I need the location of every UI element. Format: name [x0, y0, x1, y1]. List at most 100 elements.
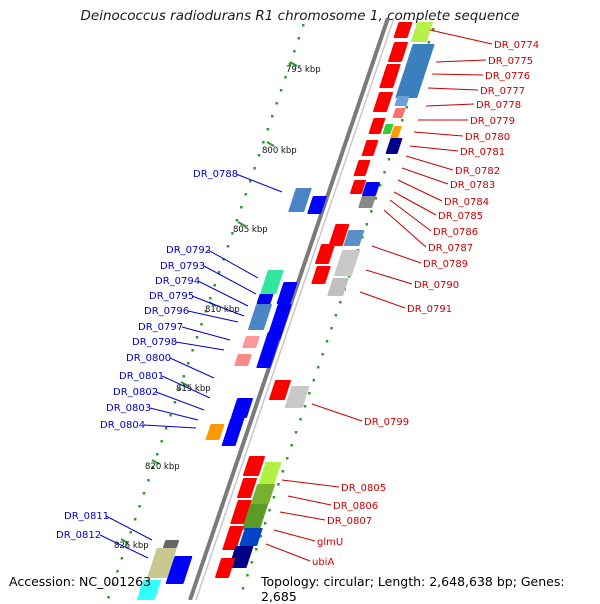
tick-outer: [138, 505, 141, 508]
gene-label-DR_0794[interactable]: DR_0794: [155, 276, 200, 287]
gene-label-DR_0800[interactable]: DR_0800: [126, 353, 171, 364]
gene-label-DR_0780[interactable]: DR_0780: [465, 132, 510, 143]
gene-DR_0793: [276, 282, 298, 304]
gene-DR_0807a: [230, 500, 252, 524]
tick-inner: [294, 431, 298, 434]
gene-label-DR_0795[interactable]: DR_0795: [149, 291, 194, 302]
gene-label-DR_0791[interactable]: DR_0791: [407, 304, 452, 315]
connector-right: [409, 145, 459, 152]
gene-DR_0780: [394, 96, 410, 106]
gene-label-DR_0774[interactable]: DR_0774: [494, 40, 539, 51]
gene-label-DR_0805[interactable]: DR_0805: [341, 483, 386, 494]
kbp-label-820: 820 kbp: [145, 462, 180, 472]
tick-inner: [299, 418, 302, 421]
tick-outer: [275, 102, 278, 105]
gene-label-DR_0798[interactable]: DR_0798: [132, 337, 177, 348]
gene-DR_0799: [269, 380, 291, 400]
connector-left: [105, 515, 153, 541]
gene-DR_0812: [147, 548, 177, 578]
tick-inner: [401, 119, 404, 122]
gene-label-DR_0793[interactable]: DR_0793: [160, 261, 205, 272]
tick-outer: [293, 50, 296, 53]
connector-left: [181, 326, 231, 341]
kbp-tick: [266, 141, 275, 147]
gene-label-DR_0781[interactable]: DR_0781: [460, 147, 505, 158]
gene-label-DR_0807[interactable]: DR_0807: [327, 516, 372, 527]
gene-label-DR_0792[interactable]: DR_0792: [166, 245, 211, 256]
gene-label-DR_0785[interactable]: DR_0785: [438, 211, 483, 222]
kbp-tick: [151, 459, 160, 465]
tick-inner: [250, 561, 254, 564]
gene-label-DR_0775[interactable]: DR_0775: [488, 56, 533, 67]
gene-label-DR_0779[interactable]: DR_0779: [470, 116, 515, 127]
kbp-label-815: 815 kbp: [176, 384, 211, 394]
connector-right: [427, 87, 479, 91]
gene-label-DR_0802[interactable]: DR_0802: [113, 387, 158, 398]
tick-outer: [169, 414, 172, 417]
tick-outer: [271, 115, 274, 118]
tick-outer: [160, 440, 163, 443]
connector-right: [413, 131, 464, 137]
gene-label-DR_0799[interactable]: DR_0799: [364, 417, 409, 428]
backbone-shadow: [195, 17, 395, 600]
tick-outer: [204, 310, 208, 313]
gene-label-DR_0812[interactable]: DR_0812: [56, 530, 101, 541]
tick-inner: [255, 548, 258, 551]
tick-inner: [405, 106, 408, 109]
gene-label-DR_0784[interactable]: DR_0784: [444, 197, 489, 208]
tick-outer: [120, 557, 124, 560]
tick-outer: [209, 297, 212, 300]
gene-label-DR_0811[interactable]: DR_0811: [64, 511, 109, 522]
gene-DR_0787: [353, 160, 371, 176]
tick-outer: [213, 284, 217, 287]
tick-outer: [253, 167, 256, 170]
gene-label-DR_0786[interactable]: DR_0786: [433, 227, 478, 238]
gene-label-DR_0801[interactable]: DR_0801: [119, 371, 164, 382]
tick-outer: [125, 544, 128, 547]
tick-inner: [374, 197, 377, 200]
gene-label-DR_0778[interactable]: DR_0778: [476, 100, 521, 111]
gene-DR_0778: [379, 64, 401, 88]
tick-outer: [156, 453, 159, 456]
gene-label-DR_0783[interactable]: DR_0783: [450, 180, 495, 191]
gene-label-DR_0806[interactable]: DR_0806: [333, 501, 378, 512]
gene-label-DR_0789[interactable]: DR_0789: [423, 259, 468, 270]
gene-label-DR_0790[interactable]: DR_0790: [414, 280, 459, 291]
tick-outer: [200, 323, 203, 326]
tick-inner: [378, 184, 382, 187]
gene-DR_0791: [311, 266, 331, 284]
connector-right: [365, 269, 413, 285]
gene-label-glmU[interactable]: glmU: [317, 537, 343, 548]
connector-right: [405, 155, 454, 171]
tick-outer: [107, 596, 110, 599]
gene-DR_0813: [137, 580, 161, 600]
gene-label-DR_0803[interactable]: DR_0803: [106, 403, 151, 414]
gene-label-DR_0787[interactable]: DR_0787: [428, 243, 473, 254]
tick-inner: [241, 587, 245, 590]
tick-inner: [286, 457, 289, 460]
gene-label-DR_0796[interactable]: DR_0796: [144, 306, 189, 317]
gene-glmU: [239, 528, 263, 546]
gene-label-ubiA[interactable]: ubiA: [312, 557, 334, 568]
gene-DR_0805: [258, 462, 282, 484]
tick-inner: [427, 41, 431, 44]
connector-right: [273, 529, 316, 542]
tick-outer: [186, 362, 190, 365]
tick-inner: [370, 210, 373, 213]
gene-DR_0796: [266, 304, 292, 340]
connector-left: [207, 249, 259, 279]
gene-DR_0784: [385, 138, 403, 154]
gene-label-DR_0776[interactable]: DR_0776: [485, 71, 530, 82]
tick-outer: [142, 492, 146, 495]
gene-label-DR_0804[interactable]: DR_0804: [100, 420, 145, 431]
gene-label-DR_0782[interactable]: DR_0782: [455, 166, 500, 177]
gene-DR_0789c: [343, 230, 365, 246]
tick-inner: [272, 496, 276, 499]
tick-outer: [240, 206, 243, 209]
gene-label-DR_0788[interactable]: DR_0788: [193, 169, 238, 180]
gene-label-DR_0797[interactable]: DR_0797: [138, 322, 183, 333]
gene-label-DR_0777[interactable]: DR_0777: [480, 86, 525, 97]
gene-DR_0789: [328, 224, 350, 246]
connector-right: [431, 73, 484, 76]
